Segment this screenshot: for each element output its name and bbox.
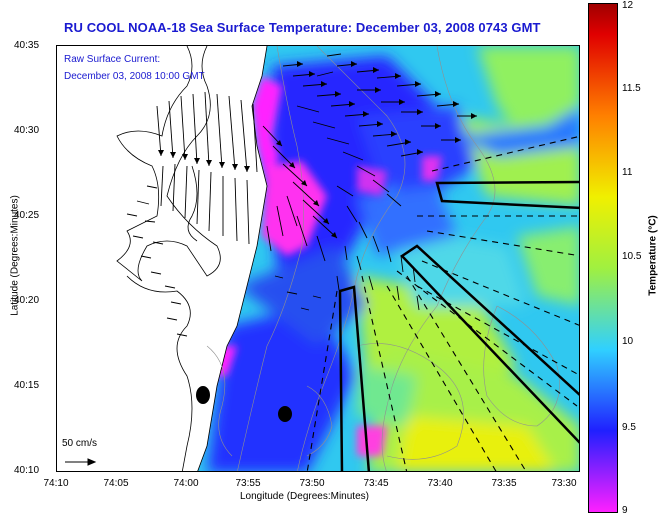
arrow-heads [158,61,477,238]
scale-label: 50 cm/s [62,438,98,449]
y-tick-label: 40:30 [14,125,40,136]
colorbar-tick-label: 10.5 [622,251,642,262]
colorbar-tick-label: 9 [622,505,628,516]
land [57,46,267,471]
coastline [116,46,268,471]
x-tick-label: 74:05 [103,478,129,489]
sst-map-canvas [57,46,579,471]
y-tick-label: 40:20 [14,295,40,306]
x-tick-label: 73:55 [235,478,261,489]
x-tick-label: 73:35 [491,478,517,489]
y-tick-label: 40:15 [14,380,40,391]
x-tick-label: 73:40 [427,478,453,489]
colorbar-tick-label: 11 [622,167,633,178]
map-title: RU COOL NOAA-18 Sea Surface Temperature:… [64,20,541,35]
x-tick-label: 73:30 [551,478,577,489]
buoy-marker [278,406,292,422]
colorbar-tick-label: 11.5 [622,83,641,94]
y-tick-label: 40:25 [14,210,40,221]
temperature-colorbar [588,3,618,513]
colorbar-tick-label: 12 [622,0,634,11]
x-axis-label: Longitude (Degrees:Minutes) [240,491,369,502]
scale-arrow [65,458,97,466]
x-tick-label: 73:45 [363,478,389,489]
colorbar-tick-label: 9.5 [622,422,636,433]
x-tick-label: 74:00 [173,478,199,489]
y-tick-label: 40:10 [14,465,40,476]
sst-map: Raw Surface Current: December 03, 2008 1… [56,45,580,472]
colorbar-label: Temperature (°C) [647,215,659,296]
current-legend-line1: Raw Surface Current: [64,54,161,65]
radial-dashed-lines [306,135,579,471]
colorbar-tick-label: 10 [622,336,634,347]
exclusion-zones [338,180,579,471]
buoy-marker [196,386,210,404]
x-tick-label: 73:50 [299,478,325,489]
bathymetry-contours [206,46,560,471]
sst-raster [197,46,579,471]
x-tick-label: 74:10 [43,478,69,489]
current-legend-line2: December 03, 2008 10:00 GMT [64,71,205,82]
y-tick-label: 40:35 [14,40,40,51]
